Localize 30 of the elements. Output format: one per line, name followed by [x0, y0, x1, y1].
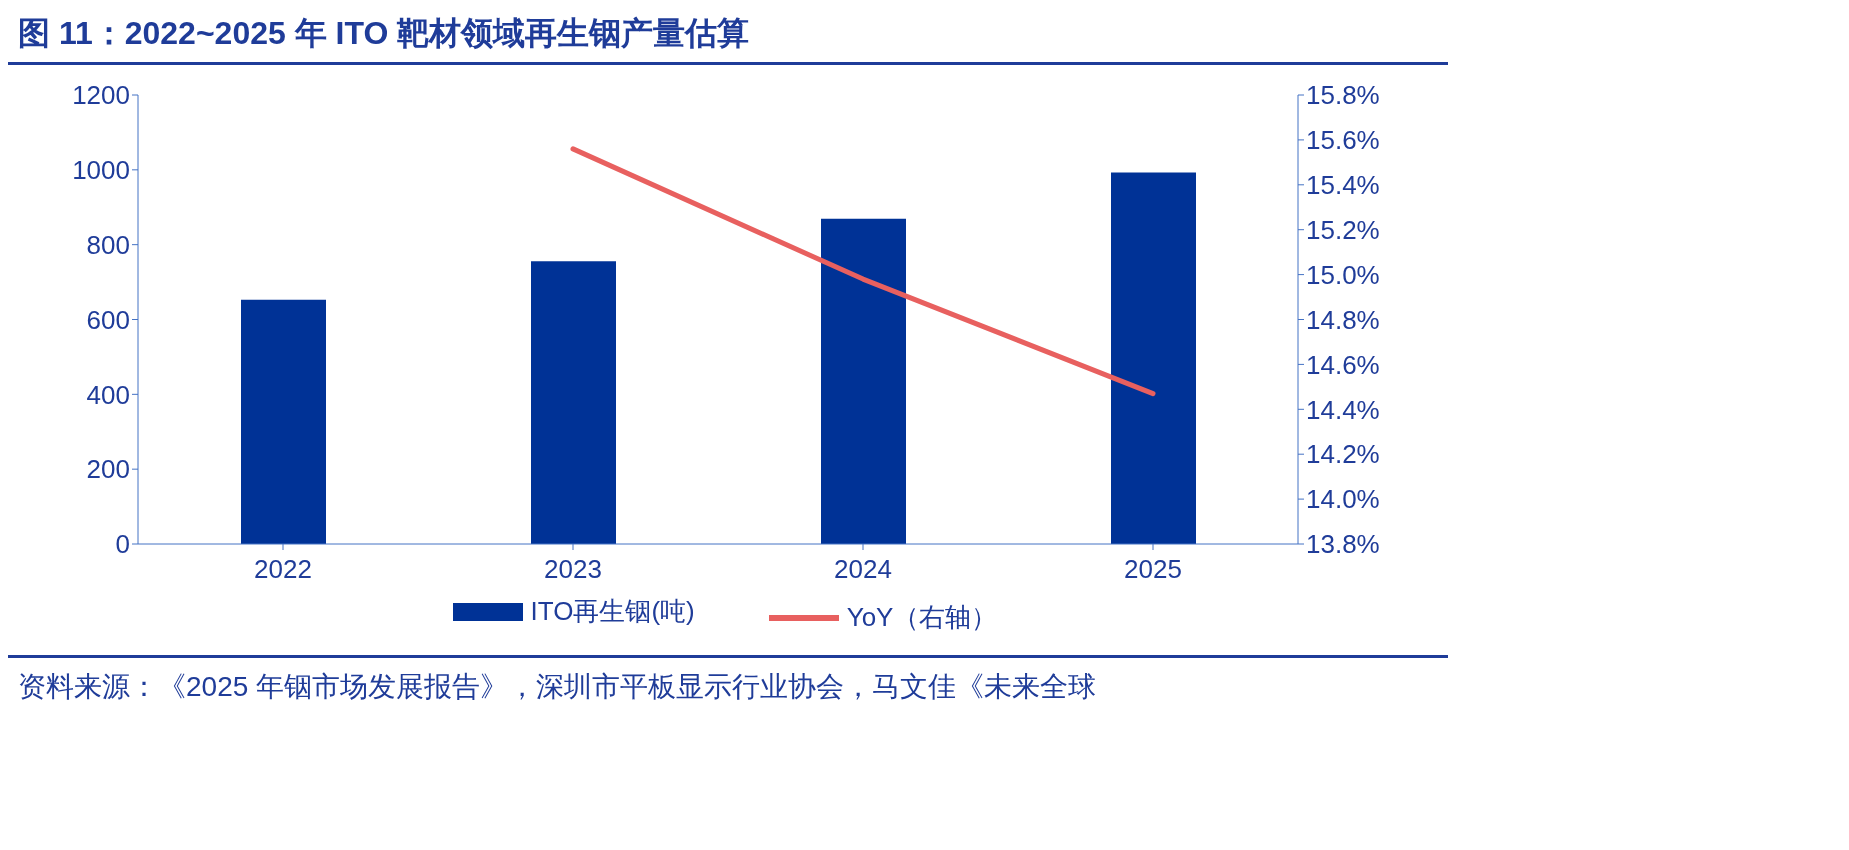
y2-tick-label: 14.2%: [1306, 439, 1380, 470]
y-tick-label: 0: [115, 529, 130, 560]
x-tick-label: 2024: [834, 554, 892, 585]
y2-tick-label: 14.0%: [1306, 484, 1380, 515]
y2-tick-label: 14.4%: [1306, 394, 1380, 425]
bar: [1111, 172, 1196, 544]
bar: [241, 299, 326, 544]
y2-tick-label: 15.4%: [1306, 170, 1380, 201]
y2-tick-label: 14.6%: [1306, 349, 1380, 380]
text: 资料来源：《2025 年铟市场发展报告》，深圳市平板显示行业协会，马文佳《未来全球: [18, 670, 1098, 704]
legend-label: ITO再生铟(吨): [529, 595, 695, 628]
y2-tick-label: 15.0%: [1306, 259, 1380, 290]
chart-title: 图 11：2022~2025 年 ITO 靶材领域再生铟产量估算: [8, 8, 1448, 65]
y2-tick-label: 15.8%: [1306, 80, 1380, 111]
bar: [531, 261, 616, 544]
y2-tick-label: 14.8%: [1306, 304, 1380, 335]
y-tick-label: 1000: [72, 155, 130, 186]
x-tick-label: 2022: [254, 554, 312, 585]
y2-tick-label: 15.6%: [1306, 125, 1380, 156]
x-tick-label: 2023: [544, 554, 602, 585]
y-tick-label: 600: [86, 304, 130, 335]
y-tick-label: 1200: [72, 80, 130, 111]
y2-tick-label: 15.2%: [1306, 214, 1380, 245]
y2-tick-label: 13.8%: [1306, 529, 1380, 560]
bar: [821, 218, 906, 544]
x-tick-label: 2025: [1124, 554, 1182, 585]
y-tick-label: 400: [86, 379, 130, 410]
y-tick-label: 800: [86, 229, 130, 260]
legend-label: YoY（右轴）: [845, 601, 998, 634]
y-tick-label: 200: [86, 454, 130, 485]
